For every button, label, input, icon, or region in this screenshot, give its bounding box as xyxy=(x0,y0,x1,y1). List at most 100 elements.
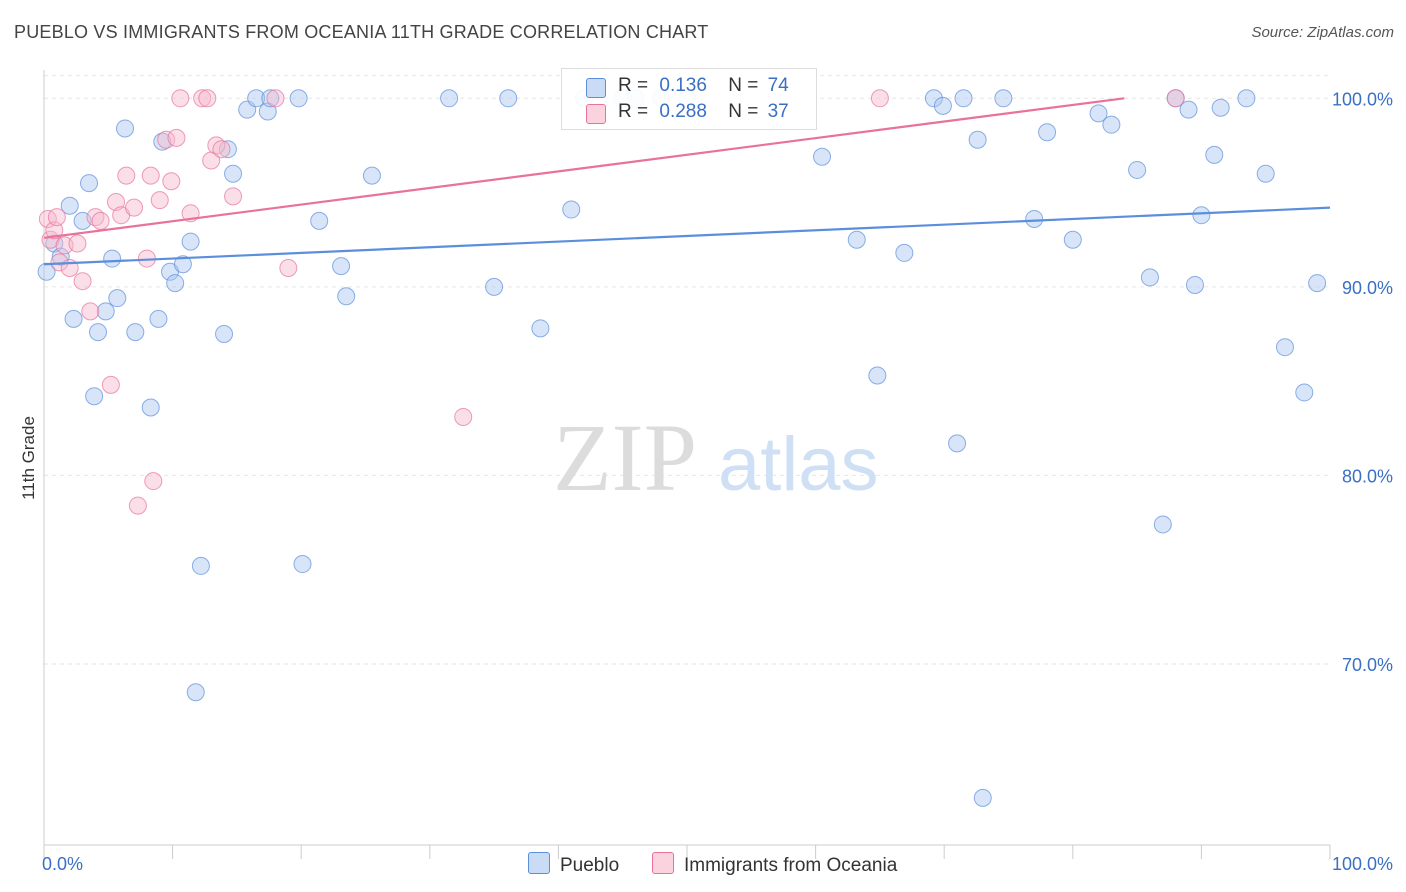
point-pueblo xyxy=(1063,230,1082,249)
point-pueblo xyxy=(868,366,887,385)
point-pueblo xyxy=(224,164,243,183)
point-pueblo xyxy=(173,255,192,274)
point-oceania xyxy=(73,272,92,291)
point-oceania xyxy=(91,211,110,230)
point-oceania xyxy=(193,89,212,108)
point-pueblo xyxy=(531,319,550,338)
point-pueblo xyxy=(89,323,108,342)
point-pueblo xyxy=(813,147,832,166)
point-pueblo xyxy=(64,309,83,328)
legend-n-value: 74 xyxy=(767,75,789,96)
watermark-zip: ZIP xyxy=(553,404,697,511)
source-label: Source: ZipAtlas.com xyxy=(1251,24,1394,41)
x-tick-label: 100.0% xyxy=(1332,854,1393,874)
point-pueblo xyxy=(215,324,234,343)
point-pueblo xyxy=(1102,115,1121,134)
legend-n-label: N = xyxy=(728,75,759,96)
point-pueblo xyxy=(1089,104,1108,123)
point-oceania xyxy=(117,166,136,185)
point-oceania xyxy=(198,89,217,108)
point-pueblo xyxy=(1211,98,1230,117)
watermark: ZIP atlas xyxy=(553,404,879,511)
point-pueblo xyxy=(96,302,115,321)
point-pueblo xyxy=(261,89,280,108)
legend-r-value: 0.288 xyxy=(659,101,707,122)
bottom-legend-swatch-oceania xyxy=(652,852,674,874)
legend-swatch-pueblo xyxy=(586,78,606,98)
point-pueblo xyxy=(1128,160,1147,179)
point-pueblo xyxy=(895,243,914,262)
point-oceania xyxy=(45,221,64,240)
bottom-legend-swatch-pueblo xyxy=(528,852,550,874)
y-tick-label: 80.0% xyxy=(1342,466,1393,486)
legend-n-value: 37 xyxy=(767,101,789,122)
point-oceania xyxy=(162,172,181,191)
point-pueblo xyxy=(954,89,973,108)
point-pueblo xyxy=(1038,123,1057,142)
point-pueblo xyxy=(247,89,266,108)
y-tick-label: 70.0% xyxy=(1342,655,1393,675)
point-pueblo xyxy=(1140,268,1159,287)
legend-swatch-oceania xyxy=(586,104,606,124)
point-pueblo xyxy=(126,323,145,342)
point-pueblo xyxy=(968,130,987,149)
point-pueblo xyxy=(973,788,992,807)
point-pueblo xyxy=(116,119,135,138)
point-pueblo xyxy=(191,556,210,575)
point-pueblo xyxy=(1275,338,1294,357)
point-oceania xyxy=(38,209,57,228)
point-pueblo xyxy=(103,249,122,268)
point-pueblo xyxy=(1179,100,1198,119)
x-tick-label: 0.0% xyxy=(42,854,83,874)
point-pueblo xyxy=(85,387,104,406)
point-pueblo xyxy=(141,398,160,417)
point-pueblo xyxy=(1192,206,1211,225)
point-pueblo xyxy=(847,230,866,249)
point-oceania xyxy=(144,472,163,491)
point-pueblo xyxy=(933,96,952,115)
legend-r-label: R = xyxy=(618,101,649,122)
point-pueblo xyxy=(994,89,1013,108)
point-oceania xyxy=(167,128,186,147)
point-oceania xyxy=(128,496,147,515)
point-pueblo xyxy=(186,683,205,702)
y-axis-label: 11th Grade xyxy=(19,416,38,500)
point-pueblo xyxy=(1295,383,1314,402)
point-pueblo xyxy=(924,89,943,108)
chart-title: PUEBLO VS IMMIGRANTS FROM OCEANIA 11TH G… xyxy=(14,22,709,42)
point-oceania xyxy=(150,191,169,210)
point-pueblo xyxy=(108,289,127,308)
point-pueblo xyxy=(1185,275,1204,294)
point-pueblo xyxy=(485,277,504,296)
legend-r-label: R = xyxy=(618,75,649,96)
point-pueblo xyxy=(181,232,200,251)
point-pueblo xyxy=(218,140,237,159)
point-pueblo xyxy=(80,174,99,193)
point-pueblo xyxy=(332,257,351,276)
point-oceania xyxy=(47,208,66,227)
point-pueblo xyxy=(362,166,381,185)
point-pueblo xyxy=(166,274,185,293)
point-oceania xyxy=(171,89,190,108)
point-oceania xyxy=(870,89,889,108)
point-pueblo xyxy=(149,309,168,328)
point-oceania xyxy=(224,187,243,206)
bottom-legend-label-pueblo: Pueblo xyxy=(560,855,620,876)
point-oceania xyxy=(1166,89,1185,108)
legend-n-label: N = xyxy=(728,101,759,122)
point-oceania xyxy=(141,166,160,185)
point-pueblo xyxy=(948,434,967,453)
point-pueblo xyxy=(499,89,518,108)
trend-layer xyxy=(43,97,1331,266)
point-oceania xyxy=(454,407,473,426)
point-oceania xyxy=(212,140,231,159)
watermark-atlas: atlas xyxy=(718,422,879,507)
trendline-pueblo xyxy=(43,206,1331,266)
point-oceania xyxy=(279,258,298,277)
point-oceania xyxy=(125,198,144,217)
point-oceania xyxy=(266,89,285,108)
point-oceania xyxy=(68,234,87,253)
point-pueblo xyxy=(562,200,581,219)
point-pueblo xyxy=(1025,209,1044,228)
